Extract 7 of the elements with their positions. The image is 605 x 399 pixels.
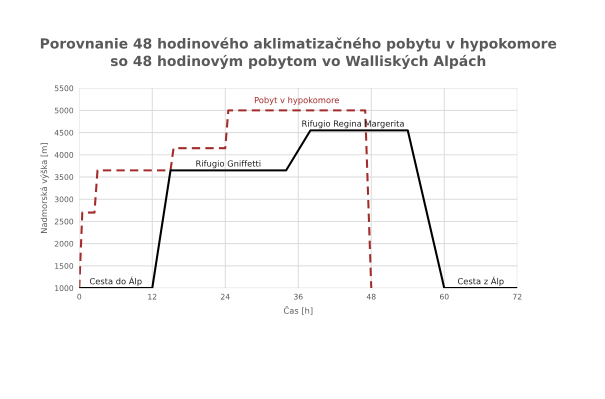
y-axis-title: Nadmorská výška [m]	[40, 143, 49, 233]
annotation: Rifugio Gniffetti	[196, 160, 260, 168]
x-axis-title: Čas [h]	[284, 306, 312, 315]
annotation: Cesta z Álp	[458, 276, 504, 286]
annotation: Cesta do Álp	[90, 276, 142, 286]
series-label: Pobyt v hypokomore	[254, 96, 339, 105]
chart-title: Porovnanie 48 hodinového aklimatizačného pobytu v hypokomore so 48 hodinovým pobytom vo Walliských Alpách	[40, 37, 556, 69]
